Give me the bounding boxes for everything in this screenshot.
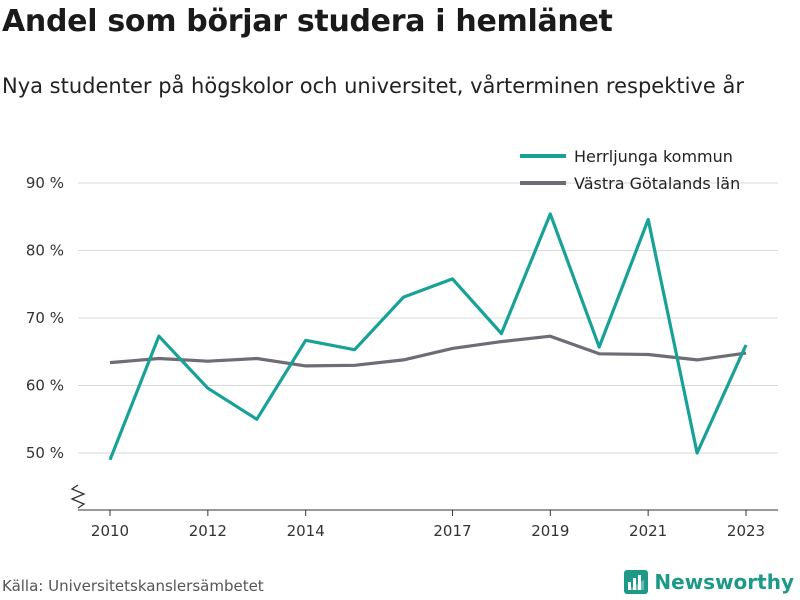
x-tick-label: 2023 bbox=[727, 522, 765, 540]
y-tick-label: 90 % bbox=[26, 174, 64, 192]
newsworthy-logo-icon bbox=[624, 570, 649, 594]
brand-logo: Newsworthy bbox=[624, 570, 794, 594]
legend-label: Herrljunga kommun bbox=[574, 147, 733, 166]
series-line bbox=[109, 334, 747, 368]
y-tick-label: 70 % bbox=[26, 309, 64, 327]
series-line bbox=[108, 212, 748, 461]
page-title: Andel som börjar studera i hemlänet bbox=[2, 4, 613, 39]
x-tick-label: 2017 bbox=[433, 522, 471, 540]
page-subtitle: Nya studenter på högskolor och universit… bbox=[2, 74, 744, 98]
y-axis-break-symbol bbox=[70, 484, 86, 509]
source-note: Källa: Universitetskanslersämbetet bbox=[2, 577, 264, 595]
brand-name: Newsworthy bbox=[654, 570, 794, 594]
legend-label: Västra Götalands län bbox=[574, 174, 740, 193]
x-tick-label: 2012 bbox=[189, 522, 227, 540]
y-tick-label: 80 % bbox=[26, 242, 64, 260]
x-tick-label: 2019 bbox=[531, 522, 569, 540]
y-tick-label: 50 % bbox=[26, 444, 64, 462]
x-tick-label: 2014 bbox=[287, 522, 325, 540]
y-tick-label: 60 % bbox=[26, 377, 64, 395]
x-tick-label: 2010 bbox=[91, 522, 129, 540]
x-tick-label: 2021 bbox=[629, 522, 667, 540]
